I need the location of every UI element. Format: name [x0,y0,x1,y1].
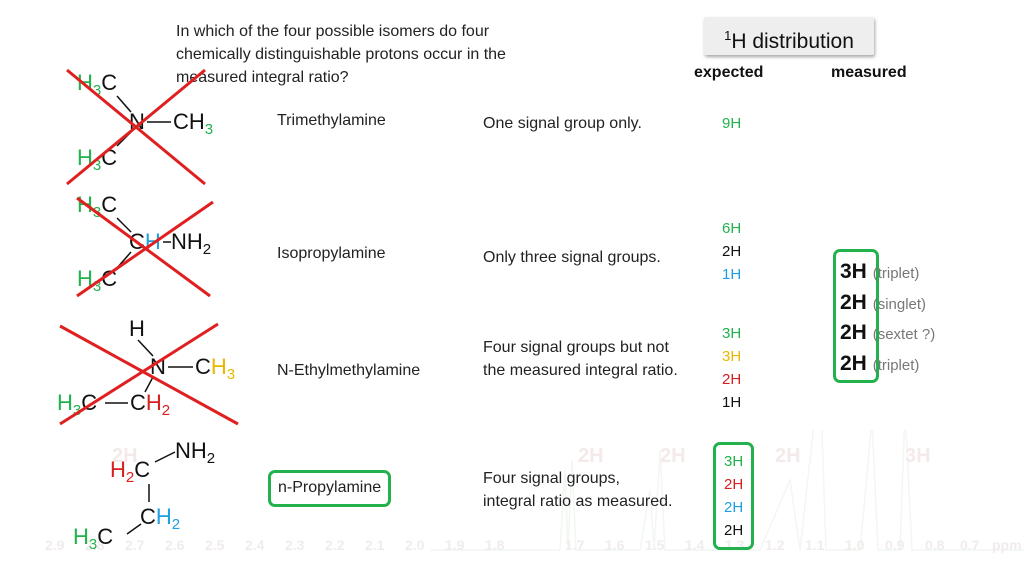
isomer-name-n-ethylmethylamine: N-Ethylmethylamine [277,362,421,379]
axis-tick: 1.6 [605,537,625,553]
structure-trimethylamine: H3C N CH3 H3C [66,68,213,186]
axis-tick: 1.4 [685,537,705,553]
isomer-desc-trimethylamine: One signal group only. [483,115,642,132]
spectrum-integral-label: 2H [775,445,801,467]
expected-value: 2H [724,499,744,516]
svg-text:H: H [129,316,145,341]
spectrum-integral-label: 2H [660,445,686,467]
title-superscript: 1 [724,28,732,43]
axis-tick: 1.0 [845,537,865,553]
isomer-desc-n-ethylmethylamine: Four signal groups but not the measured … [483,339,678,379]
svg-text:H3C: H3C [77,145,117,174]
axis-tick: 1.2 [765,537,785,553]
svg-text:H3C: H3C [57,390,97,419]
title-text: H distribution [731,30,854,53]
measured-row: 2H (triplet) [840,348,919,381]
axis-tick: 1.8 [485,537,505,553]
axis-tick: ppm [992,537,1022,553]
measured-note: (sextet ?) [872,326,936,343]
axis-tick: 0.9 [885,537,905,553]
expected-value: 2H [722,243,742,260]
expected-value: 9H [722,115,742,132]
svg-text:NH2: NH2 [171,229,211,258]
isomer-name-isopropylamine: Isopropylamine [277,245,386,262]
expected-value: 2H [724,476,744,493]
structure-isopropylamine: H3C CH NH2 H3C [76,192,214,298]
svg-text:CH3: CH3 [173,109,213,138]
axis-tick: 2.1 [365,537,385,553]
axis-tick: 2.5 [205,537,225,553]
measured-note: (triplet) [872,357,920,374]
expected-value: 6H [722,220,742,237]
expected-column-header: expected [694,64,764,81]
h1-distribution-title: 1H distribution [704,17,874,55]
measured-column-header: measured [831,64,907,81]
expected-value: 2H [722,371,742,388]
spectrum-integral-label: 2H [578,445,604,467]
measured-value: 2H [840,291,867,314]
axis-tick: 2.4 [245,537,265,553]
measured-highlight-box [833,249,879,383]
axis-tick: 1.5 [645,537,665,553]
isomer-desc-isopropylamine: Only three signal groups. [483,249,661,266]
svg-text:CH2: CH2 [140,504,180,533]
axis-tick: 2.0 [405,537,425,553]
nmr-spectrum-background: 2.9 2.8 2.7 2.6 2.5 2.4 2.3 2.2 2.1 2.0 … [45,430,1024,553]
svg-text:H2C: H2C [110,457,150,486]
axis-tick: 2.9 [45,537,65,553]
measured-value: 3H [840,260,867,283]
expected-value: 1H [722,394,742,411]
axis-tick: 1.9 [445,537,465,553]
axis-tick: 0.7 [960,537,980,553]
axis-tick: 2.8 [85,537,105,553]
svg-text:H3C: H3C [73,524,113,553]
measured-value: 2H [840,321,867,344]
svg-text:H3C: H3C [77,192,117,221]
axis-tick: 1.7 [565,537,585,553]
svg-text:CH2: CH2 [130,390,170,419]
expected-value: 2H [724,522,744,539]
expected-value: 3H [722,325,742,342]
axis-tick: 1.1 [805,537,825,553]
axis-tick: 2.7 [125,537,145,553]
expected-value: 3H [724,453,744,470]
svg-text:NH2: NH2 [175,438,215,467]
measured-row: 2H (sextet ?) [840,317,935,350]
expected-value: 1H [722,266,742,283]
axis-tick: 2.2 [325,537,345,553]
isomer-desc-n-propylamine: Four signal groups, integral ratio as me… [483,470,673,510]
expected-value: 3H [722,348,742,365]
spectrum-integral-label: 2H [112,445,138,467]
measured-note: (triplet) [872,265,920,282]
measured-row: 3H (triplet) [840,256,919,289]
question-text: In which of the four possible isomers do… [176,23,506,86]
expected-values-n-ethylmethylamine: 3H 3H 2H 1H [722,322,741,414]
svg-text:CH3: CH3 [195,354,235,383]
axis-tick: 2.3 [285,537,305,553]
isomer-name-trimethylamine: Trimethylamine [277,112,386,129]
expected-values-isopropylamine: 6H 2H 1H [722,217,741,286]
measured-row: 2H (singlet) [840,287,926,320]
measured-note: (singlet) [872,296,927,313]
spectrum-integral-label: 3H [905,445,931,467]
measured-value: 2H [840,352,867,375]
axis-tick: 0.8 [925,537,945,553]
structure-n-propylamine: NH2 H2C CH2 H3C [73,438,215,553]
axis-tick: 2.6 [165,537,185,553]
isomer-name-n-propylamine: n-Propylamine [268,470,392,507]
expected-values-n-propylamine: 3H 2H 2H 2H [713,442,755,550]
structure-n-ethylmethylamine: H N CH3 H3C CH2 [57,316,239,426]
